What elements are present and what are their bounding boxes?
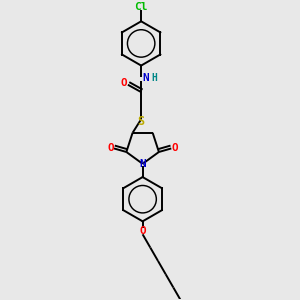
Text: O: O [172, 142, 178, 153]
Text: H: H [151, 73, 157, 83]
Text: N: N [139, 159, 146, 169]
Text: N: N [142, 73, 149, 83]
Text: O: O [121, 78, 128, 88]
Text: S: S [138, 115, 145, 128]
Text: O: O [107, 142, 114, 153]
Text: Cl: Cl [134, 2, 148, 12]
Text: O: O [139, 226, 146, 236]
